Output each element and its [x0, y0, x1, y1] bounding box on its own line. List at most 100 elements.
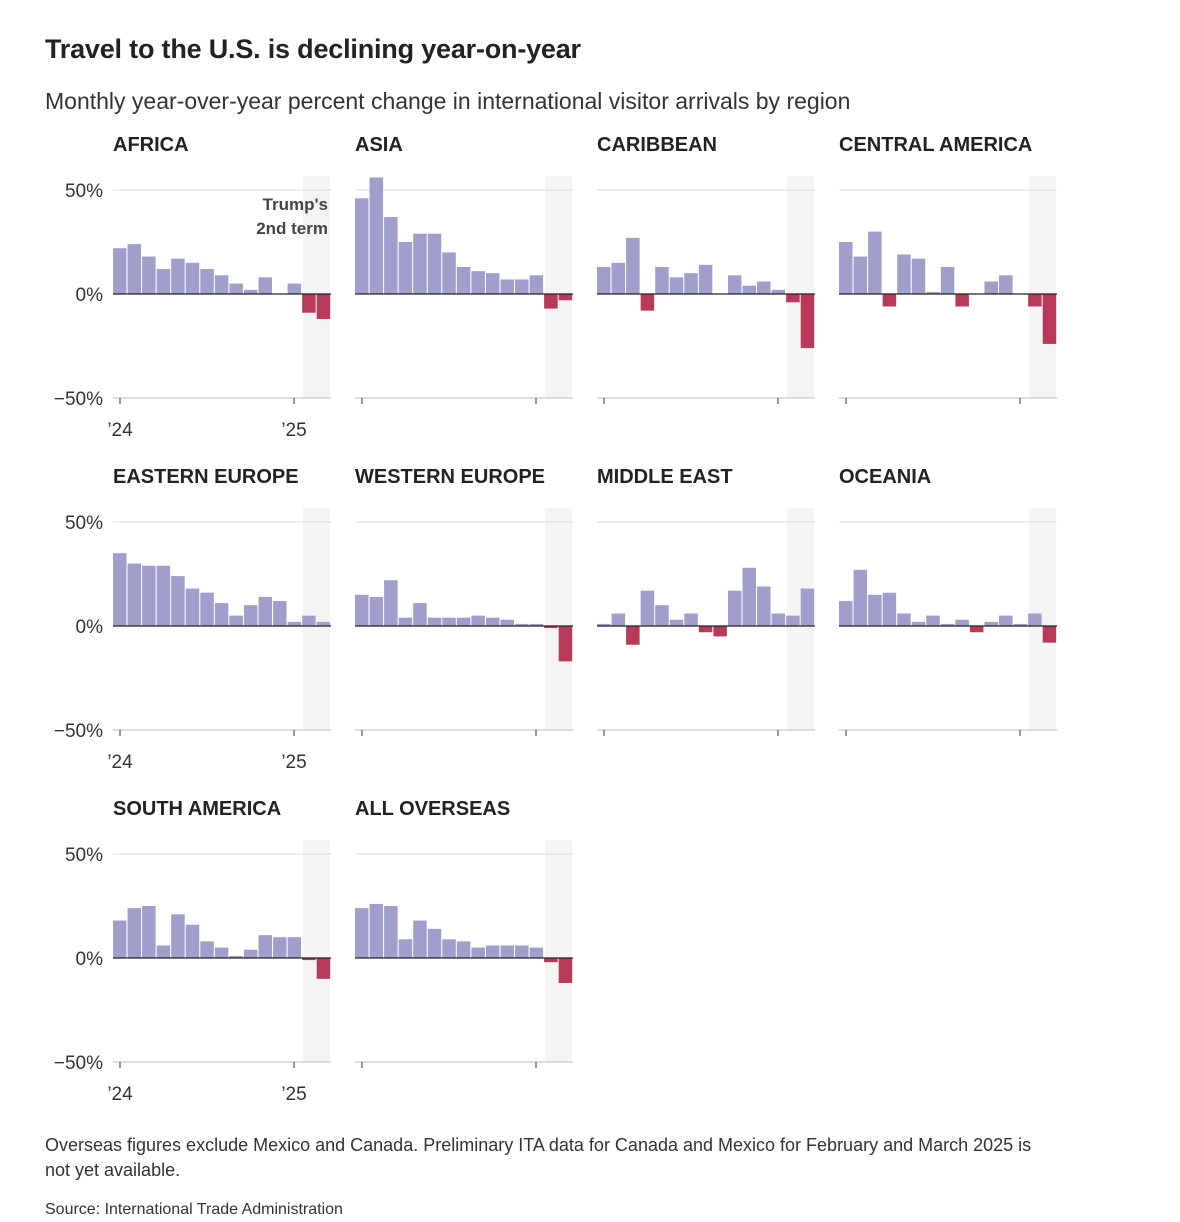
central-america-trump-term-shade [1029, 176, 1056, 398]
central-america-panel-title: CENTRAL AMERICA [839, 134, 1032, 156]
south-america-bar-2 [127, 908, 142, 958]
asia-bar-6 [427, 233, 442, 294]
south-america-y-tick-label-1: 0% [76, 949, 104, 970]
middle-east-panel-title: MIDDLE EAST [597, 466, 733, 488]
eastern-europe-bar-15 [316, 621, 331, 626]
western-europe-bar-12 [515, 623, 529, 626]
all-overseas-bar-5 [413, 920, 427, 958]
asia-bar-1 [355, 198, 369, 294]
south-america-x-tick-label-25: ’25 [281, 1084, 306, 1105]
eastern-europe-bar-13 [287, 621, 302, 626]
central-america-bar-2 [853, 256, 868, 294]
africa-bar-9 [229, 283, 243, 294]
western-europe-bar-5 [413, 603, 427, 626]
all-overseas-bar-8 [456, 941, 471, 958]
all-overseas-bar-9 [471, 947, 485, 958]
caribbean-bar-11 [742, 285, 756, 294]
western-europe-bar-4 [398, 617, 413, 626]
caribbean-bar-7 [684, 273, 698, 294]
south-america-bar-11 [258, 935, 272, 958]
oceania-bar-1 [839, 601, 853, 626]
africa-bar-3 [142, 256, 156, 294]
central-america-bar-11 [984, 281, 998, 294]
western-europe-bar-15 [558, 626, 573, 662]
caribbean-bar-5 [655, 266, 669, 294]
eastern-europe-x-tick-label-24: ’24 [107, 752, 133, 773]
middle-east-bar-7 [684, 613, 698, 626]
all-overseas-bar-7 [442, 939, 456, 958]
middle-east-bar-6 [669, 619, 684, 626]
caribbean-bar-3 [626, 237, 640, 294]
middle-east-bar-2 [611, 613, 626, 626]
south-america-bar-14 [302, 958, 316, 961]
central-america-bar-15 [1042, 294, 1057, 344]
eastern-europe-y-tick-label-2: −50% [54, 721, 103, 742]
all-overseas-bar-3 [384, 906, 398, 958]
central-america-bar-12 [999, 275, 1013, 294]
western-europe-bar-1 [355, 594, 369, 626]
africa-bar-13 [287, 283, 302, 294]
caribbean-panel-title: CARIBBEAN [597, 134, 717, 156]
western-europe-bar-2 [369, 596, 384, 626]
annotation-line-1: Trump's [263, 195, 328, 214]
south-america-trump-term-shade [303, 840, 330, 1062]
middle-east-bar-10 [727, 590, 742, 626]
eastern-europe-bar-9 [229, 615, 243, 626]
eastern-europe-bar-2 [127, 563, 142, 626]
africa-bar-14 [302, 294, 316, 313]
western-europe-bar-6 [427, 617, 442, 626]
oceania-bar-14 [1028, 613, 1042, 626]
source-note: Source: International Trade Administrati… [45, 1201, 343, 1218]
africa-bar-15 [316, 294, 331, 319]
africa-y-tick-label-0: 50% [65, 181, 103, 202]
south-america-bar-1 [113, 920, 127, 958]
south-america-bar-5 [171, 914, 185, 958]
caribbean-bar-15 [800, 294, 815, 349]
all-overseas-bar-2 [369, 903, 384, 958]
chart-title: Travel to the U.S. is declining year-on-… [45, 34, 581, 64]
africa-y-tick-label-2: −50% [54, 389, 103, 410]
africa-bar-4 [156, 269, 171, 294]
africa-bar-8 [214, 275, 229, 294]
africa-bar-7 [200, 269, 214, 294]
caribbean-bar-4 [640, 294, 655, 311]
western-europe-bar-10 [485, 617, 500, 626]
all-overseas-bar-15 [558, 958, 573, 983]
south-america-bar-12 [273, 937, 287, 958]
caribbean-bar-14 [786, 294, 800, 303]
south-america-bar-6 [185, 924, 200, 958]
oceania-bar-15 [1042, 626, 1057, 643]
africa-bar-6 [185, 262, 200, 294]
caribbean-bar-8 [698, 264, 713, 294]
eastern-europe-bar-5 [171, 576, 185, 626]
south-america-bar-7 [200, 941, 214, 958]
middle-east-bar-3 [626, 626, 640, 645]
asia-bar-8 [456, 266, 471, 294]
oceania-bar-5 [897, 613, 911, 626]
oceania-bar-10 [969, 626, 984, 633]
western-europe-bar-3 [384, 580, 398, 626]
eastern-europe-y-tick-label-1: 0% [76, 617, 104, 638]
africa-bar-11 [258, 277, 272, 294]
central-america-bar-7 [926, 291, 940, 294]
eastern-europe-bar-3 [142, 565, 156, 626]
eastern-europe-bar-12 [273, 601, 287, 626]
all-overseas-bar-13 [529, 947, 544, 958]
western-europe-panel-title: WESTERN EUROPE [355, 466, 545, 488]
all-overseas-bar-11 [500, 945, 514, 958]
eastern-europe-y-tick-label-0: 50% [65, 513, 103, 534]
oceania-bar-11 [984, 621, 998, 626]
western-europe-trump-term-shade [545, 508, 572, 730]
oceania-bar-3 [868, 594, 882, 626]
eastern-europe-bar-4 [156, 565, 171, 626]
central-america-bar-8 [940, 266, 955, 294]
oceania-bar-8 [940, 623, 955, 626]
western-europe-bar-14 [544, 626, 558, 629]
western-europe-bar-8 [456, 617, 471, 626]
western-europe-bar-7 [442, 617, 456, 626]
caribbean-bar-2 [611, 262, 626, 294]
middle-east-bar-13 [771, 613, 786, 626]
south-america-bar-8 [214, 947, 229, 958]
south-america-bar-9 [229, 955, 243, 958]
